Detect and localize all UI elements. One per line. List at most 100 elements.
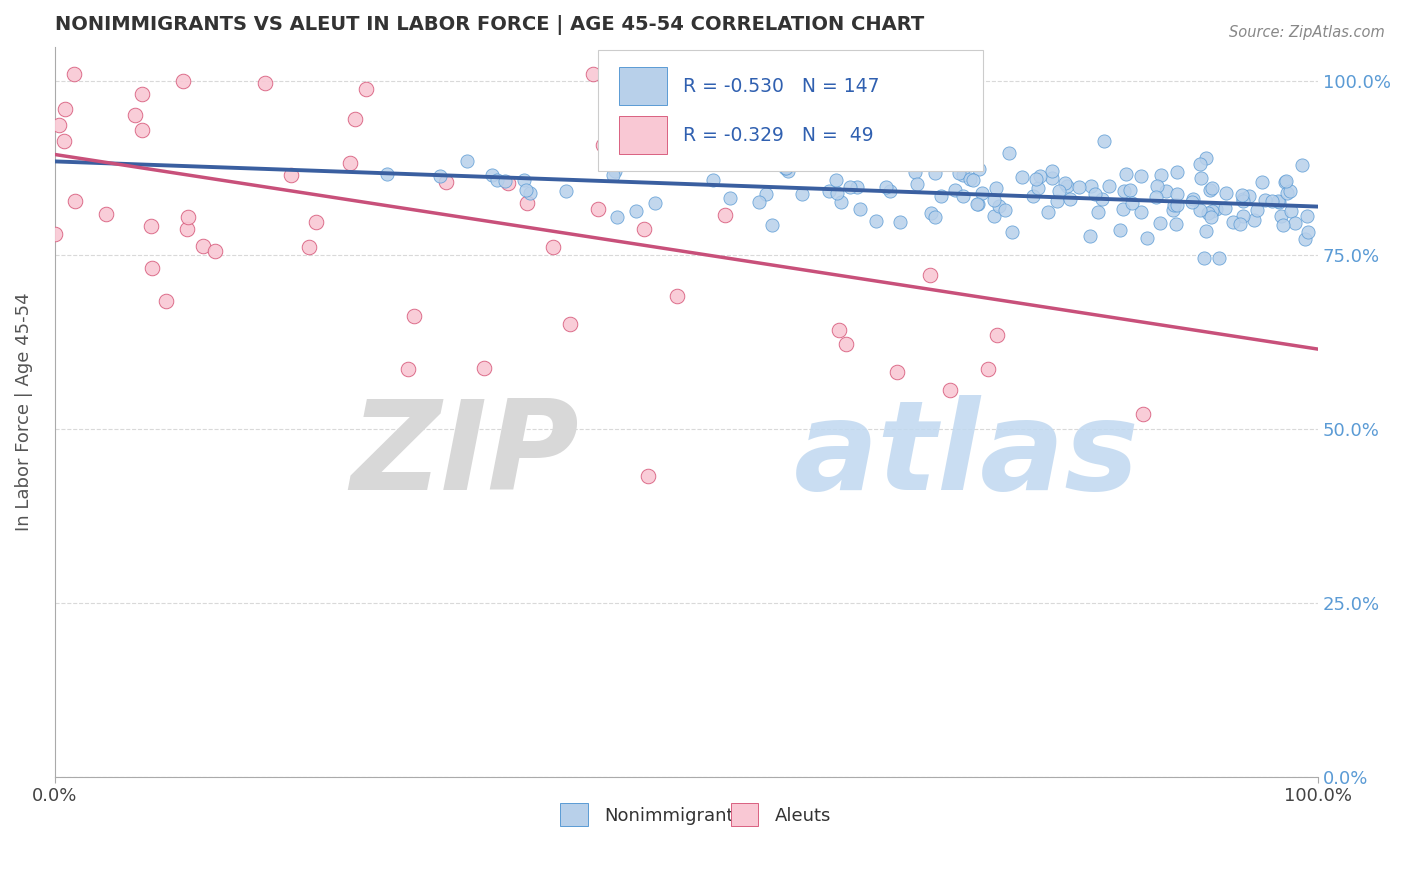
Point (924, 210, 946, 224)
Point (172, 74, 194, 88)
Text: R = -0.530   N = 147: R = -0.530 N = 147 (682, 77, 879, 95)
Point (905, 177, 928, 191)
Point (1291, 159, 1313, 173)
Point (1188, 157, 1211, 171)
Point (253, 76, 276, 90)
Point (1275, 174, 1298, 188)
Point (1047, 184, 1070, 198)
Point (825, 186, 848, 200)
Point (516, 196, 538, 211)
Point (131, 123, 153, 137)
Point (48, 118, 70, 132)
Point (1284, 216, 1306, 230)
Point (1188, 202, 1211, 217)
Point (773, 161, 796, 175)
Point (1119, 183, 1142, 197)
Text: Aleuts: Aleuts (775, 807, 831, 825)
Point (1080, 178, 1102, 193)
Point (1136, 231, 1159, 245)
Point (702, 172, 724, 186)
Point (886, 365, 908, 379)
Point (986, 328, 1008, 343)
Point (1213, 202, 1236, 216)
Point (519, 186, 541, 200)
Point (339, 156, 361, 170)
Bar (560, 803, 588, 826)
Point (434, 175, 457, 189)
Point (637, 469, 659, 483)
FancyBboxPatch shape (598, 50, 983, 170)
Point (176, 221, 198, 235)
Point (875, 180, 897, 194)
Point (456, 154, 478, 169)
Point (1229, 217, 1251, 231)
Point (1279, 204, 1302, 219)
Point (354, 82, 377, 96)
Point (155, 293, 177, 308)
Point (1201, 181, 1223, 195)
Point (952, 189, 974, 203)
Point (1243, 213, 1265, 227)
Point (1246, 202, 1268, 217)
Point (515, 183, 537, 197)
Point (924, 166, 946, 180)
Point (792, 186, 814, 201)
Point (945, 183, 967, 197)
Point (592, 137, 614, 152)
Point (1295, 209, 1317, 223)
Point (94, 207, 117, 221)
Point (1222, 214, 1244, 228)
Point (748, 194, 770, 209)
Point (44, 227, 66, 242)
Point (1084, 187, 1107, 202)
Point (918, 268, 941, 282)
Point (1232, 209, 1254, 223)
Point (889, 215, 911, 229)
Point (1038, 205, 1060, 219)
Point (1239, 189, 1261, 203)
Point (55, 102, 77, 116)
Point (52, 134, 75, 148)
Point (377, 167, 399, 181)
Point (1166, 165, 1188, 179)
Point (983, 209, 1005, 223)
Point (838, 180, 860, 194)
Point (713, 208, 735, 222)
Point (65, 194, 87, 209)
Point (1232, 192, 1254, 206)
Point (141, 261, 163, 276)
Point (929, 188, 952, 202)
Point (849, 156, 872, 170)
Point (972, 186, 994, 200)
Point (344, 112, 367, 126)
Point (718, 191, 741, 205)
Point (666, 289, 689, 303)
Point (865, 213, 887, 227)
Text: Nonimmigrants: Nonimmigrants (605, 807, 744, 825)
Point (582, 67, 605, 81)
Point (986, 180, 1008, 194)
Point (1205, 202, 1227, 217)
Point (141, 219, 163, 234)
Point (1092, 134, 1115, 148)
Point (1268, 194, 1291, 209)
Point (644, 195, 666, 210)
Point (879, 184, 901, 198)
Point (541, 240, 564, 254)
Point (624, 203, 647, 218)
Point (554, 184, 576, 198)
Point (1109, 223, 1132, 237)
Point (305, 215, 328, 229)
Point (835, 336, 858, 351)
Point (962, 172, 984, 186)
Point (1253, 193, 1275, 207)
Point (948, 166, 970, 180)
Point (1112, 184, 1135, 198)
Point (977, 361, 1000, 376)
Point (1129, 205, 1152, 219)
Point (1215, 186, 1237, 200)
Bar (620, 116, 668, 154)
Point (1001, 225, 1024, 239)
Point (904, 165, 927, 179)
Point (939, 383, 962, 397)
